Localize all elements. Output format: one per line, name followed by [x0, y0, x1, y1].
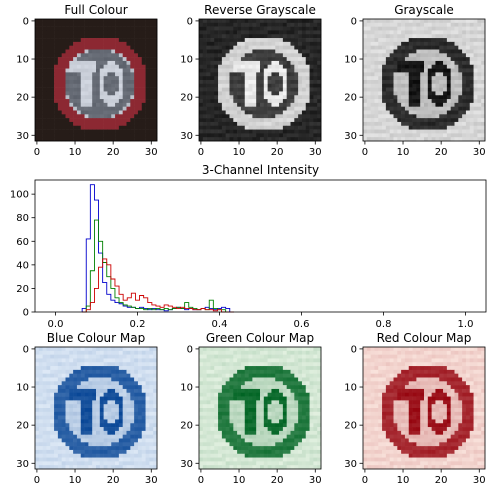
- y-tick-label: 30: [180, 131, 193, 142]
- x-tick-label: 20: [435, 475, 448, 486]
- image-panel: Green Colour Map 0 10 20 30 0 10 20 30: [180, 331, 321, 486]
- axes-frame: [362, 346, 486, 470]
- y-tick-label: 20: [16, 93, 29, 104]
- y-tick-label: 0: [187, 344, 193, 355]
- x-tick-label: 30: [145, 475, 158, 486]
- x-tick-label: 0.0: [48, 319, 64, 330]
- image-panel: Red Colour Map 0 10 20 30 0 10 20 30: [344, 331, 485, 486]
- x-tick-label: 0: [34, 147, 40, 158]
- histogram-panel: 3-Channel Intensity 0.0 0.2 0.4 0.6 0.8 1.0 0 20…: [10, 163, 487, 330]
- x-tick-label: 0: [362, 475, 368, 486]
- y-tick-label: 0: [23, 16, 29, 27]
- y-tick-label: 10: [16, 55, 29, 66]
- x-tick-label: 30: [145, 147, 158, 158]
- y-tick-label: 20: [180, 93, 193, 104]
- y-tick-label: 30: [344, 459, 357, 470]
- x-tick-label: 0.6: [294, 319, 310, 330]
- y-tick-label: 60: [16, 237, 29, 248]
- image-panel: Full Colour 0 10 20 30 0 10 20 30: [16, 3, 157, 158]
- y-tick-label: 0: [23, 308, 29, 319]
- image-panel: Grayscale 0 10 20 30 0 10 20 30: [344, 3, 485, 158]
- panel-title: Reverse Grayscale: [204, 3, 316, 17]
- axes-frame: [198, 18, 322, 142]
- y-tick-label: 10: [344, 55, 357, 66]
- y-tick-label: 30: [180, 459, 193, 470]
- axes-frame: [34, 346, 158, 470]
- y-tick-label: 40: [16, 260, 29, 271]
- x-tick-label: 20: [107, 147, 120, 158]
- y-tick-label: 20: [344, 421, 357, 432]
- x-tick-label: 10: [69, 475, 82, 486]
- x-tick-label: 20: [435, 147, 448, 158]
- axes-frame: [34, 179, 487, 313]
- x-tick-label: 0.4: [212, 319, 228, 330]
- axes-frame: [34, 18, 158, 142]
- y-tick-label: 20: [16, 421, 29, 432]
- y-tick-label: 10: [180, 55, 193, 66]
- image-pixels: [363, 347, 486, 470]
- y-tick-label: 30: [344, 131, 357, 142]
- histogram-series: [82, 258, 234, 313]
- image-panel: Blue Colour Map 0 10 20 30 0 10 20 30: [16, 331, 157, 486]
- x-tick-label: 0: [198, 147, 204, 158]
- x-tick-label: 30: [473, 475, 486, 486]
- y-tick-label: 10: [180, 383, 193, 394]
- x-tick-label: 30: [309, 475, 322, 486]
- x-tick-label: 20: [271, 475, 284, 486]
- y-tick-label: 20: [344, 93, 357, 104]
- y-tick-label: 100: [10, 190, 29, 201]
- panel-title: Red Colour Map: [377, 331, 472, 345]
- x-tick-label: 0: [34, 475, 40, 486]
- x-tick-label: 10: [397, 475, 410, 486]
- x-tick-label: 10: [233, 475, 246, 486]
- x-tick-label: 30: [309, 147, 322, 158]
- image-pixels: [199, 19, 322, 142]
- y-tick-label: 10: [16, 383, 29, 394]
- x-tick-label: 30: [473, 147, 486, 158]
- panel-title: 3-Channel Intensity: [202, 163, 319, 177]
- axes-frame: [362, 18, 486, 142]
- image-panel: Reverse Grayscale 0 10 20 30 0 10 20 30: [180, 3, 321, 158]
- y-tick-label: 20: [16, 284, 29, 295]
- x-tick-label: 10: [233, 147, 246, 158]
- x-tick-label: 10: [397, 147, 410, 158]
- panel-title: Blue Colour Map: [47, 331, 145, 345]
- x-tick-label: 0: [198, 475, 204, 486]
- x-tick-label: 0: [362, 147, 368, 158]
- y-tick-label: 10: [344, 383, 357, 394]
- y-tick-label: 0: [187, 16, 193, 27]
- y-tick-label: 30: [16, 131, 29, 142]
- panel-title: Green Colour Map: [206, 331, 314, 345]
- histogram-series: [82, 219, 234, 313]
- image-pixels: [199, 347, 322, 470]
- image-pixels: [35, 19, 158, 142]
- y-tick-label: 20: [180, 421, 193, 432]
- y-tick-label: 30: [16, 459, 29, 470]
- x-tick-label: 20: [271, 147, 284, 158]
- x-tick-label: 10: [69, 147, 82, 158]
- x-tick-label: 0.2: [130, 319, 146, 330]
- image-pixels: [363, 19, 486, 142]
- x-tick-label: 20: [107, 475, 120, 486]
- x-tick-label: 1.0: [458, 319, 474, 330]
- y-tick-label: 0: [351, 16, 357, 27]
- y-tick-label: 80: [16, 213, 29, 224]
- histogram-series: [81, 184, 234, 313]
- y-tick-label: 0: [23, 344, 29, 355]
- panel-title: Grayscale: [394, 3, 454, 17]
- image-pixels: [35, 347, 158, 470]
- axes-frame: [198, 346, 322, 470]
- y-tick-label: 0: [351, 344, 357, 355]
- panel-title: Full Colour: [64, 3, 127, 17]
- x-tick-label: 0.8: [376, 319, 392, 330]
